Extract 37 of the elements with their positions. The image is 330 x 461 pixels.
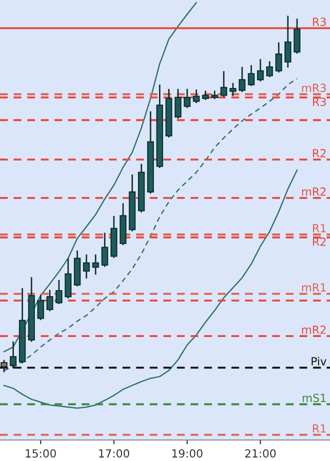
ref-line-label: R2 <box>313 149 326 158</box>
candlestick <box>10 341 17 368</box>
ref-line-label: R1 <box>313 424 326 433</box>
candlestick <box>101 232 108 267</box>
candlestick <box>238 66 246 92</box>
candlestick <box>0 360 8 372</box>
candlestick <box>266 61 273 78</box>
ref-line-label: mR1 <box>302 283 326 292</box>
candlestick <box>64 258 72 298</box>
candlestick <box>275 42 282 73</box>
candlestick <box>230 82 236 96</box>
candlestick <box>46 290 54 312</box>
ref-line-label: mR2 <box>302 326 326 334</box>
x-tick-label: 17:00 <box>99 449 130 458</box>
ref-line-label: Piv <box>312 356 326 366</box>
ref-line-label: R1 <box>313 224 326 232</box>
candlestick <box>37 294 44 320</box>
candlestick <box>184 88 191 108</box>
ref-line-label: mR2 <box>302 187 326 196</box>
candlestick <box>220 71 228 98</box>
x-tick-label: 19:00 <box>172 449 202 458</box>
ref-line-label: mR3 <box>302 84 326 92</box>
ref-line-label: R3 <box>313 98 326 106</box>
ref-line-label: R3 <box>313 18 326 26</box>
candlestick <box>56 280 62 304</box>
candlestick <box>248 65 255 86</box>
candlestick <box>192 90 200 104</box>
candlestick <box>257 59 264 82</box>
ref-line-label: R2 <box>313 238 326 246</box>
candlestick <box>92 254 99 275</box>
candlestick <box>284 16 292 68</box>
candlestick <box>83 254 90 279</box>
candlestick <box>294 18 300 54</box>
x-tick-label: 15:00 <box>26 449 56 458</box>
ref-line-label: mS1 <box>302 394 326 402</box>
x-tick-label: 21:00 <box>245 449 276 458</box>
candlestick <box>174 88 182 119</box>
